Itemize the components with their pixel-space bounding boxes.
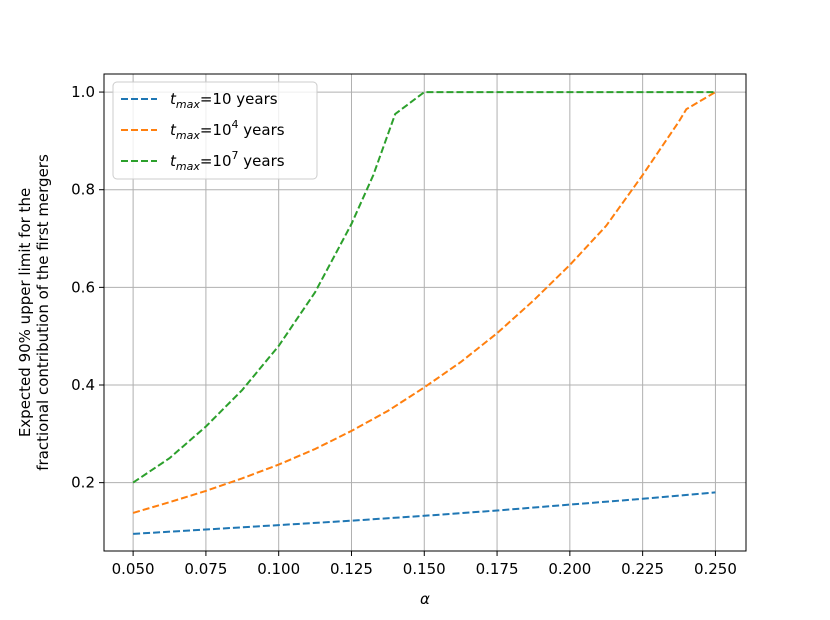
y-axis-label-line-1: Expected 90% upper limit for the: [16, 188, 34, 437]
y-tick-label: 0.4: [71, 376, 95, 394]
y-tick-label: 0.8: [71, 181, 95, 199]
x-tick-label: 0.050: [112, 560, 155, 578]
y-tick-label: 1.0: [71, 83, 95, 101]
x-axis-ticks: 0.050 0.075 0.100 0.125 0.150 0.175 0.200 0.225…: [112, 551, 737, 578]
series-line-3: [132, 91, 716, 484]
legend-label-2: tmax=104 years: [170, 118, 285, 142]
x-tick-label: 0.225: [621, 560, 664, 578]
x-tick-label: 0.175: [476, 560, 519, 578]
x-tick-label: 0.125: [330, 560, 373, 578]
y-axis-ticks: 0.2 0.4 0.6 0.8 1.0: [71, 83, 104, 492]
y-tick-label: 0.2: [71, 474, 95, 492]
x-axis-label: α: [420, 590, 430, 608]
x-tick-label: 0.200: [548, 560, 591, 578]
y-tick-label: 0.6: [71, 278, 95, 296]
y-axis-label-line-2: fractional contribution of the first mer…: [34, 154, 52, 471]
series-line-2: [132, 91, 716, 514]
x-tick-label: 0.100: [257, 560, 300, 578]
legend-label-3: tmax=107 years: [170, 149, 285, 173]
plot-frame: [103, 73, 747, 552]
x-tick-label: 0.150: [403, 560, 446, 578]
series-lines: [132, 91, 716, 535]
legend: tmax=10 years tmax=104 years tmax=107 year…: [112, 81, 318, 180]
y-axis-label: Expected 90% upper limit for the fractio…: [16, 154, 52, 471]
legend-label-1: tmax=10 years: [170, 90, 278, 111]
x-tick-label: 0.075: [184, 560, 227, 578]
x-tick-label: 0.250: [694, 560, 737, 578]
legend-box: [112, 81, 318, 180]
series-line-1: [133, 491, 716, 535]
